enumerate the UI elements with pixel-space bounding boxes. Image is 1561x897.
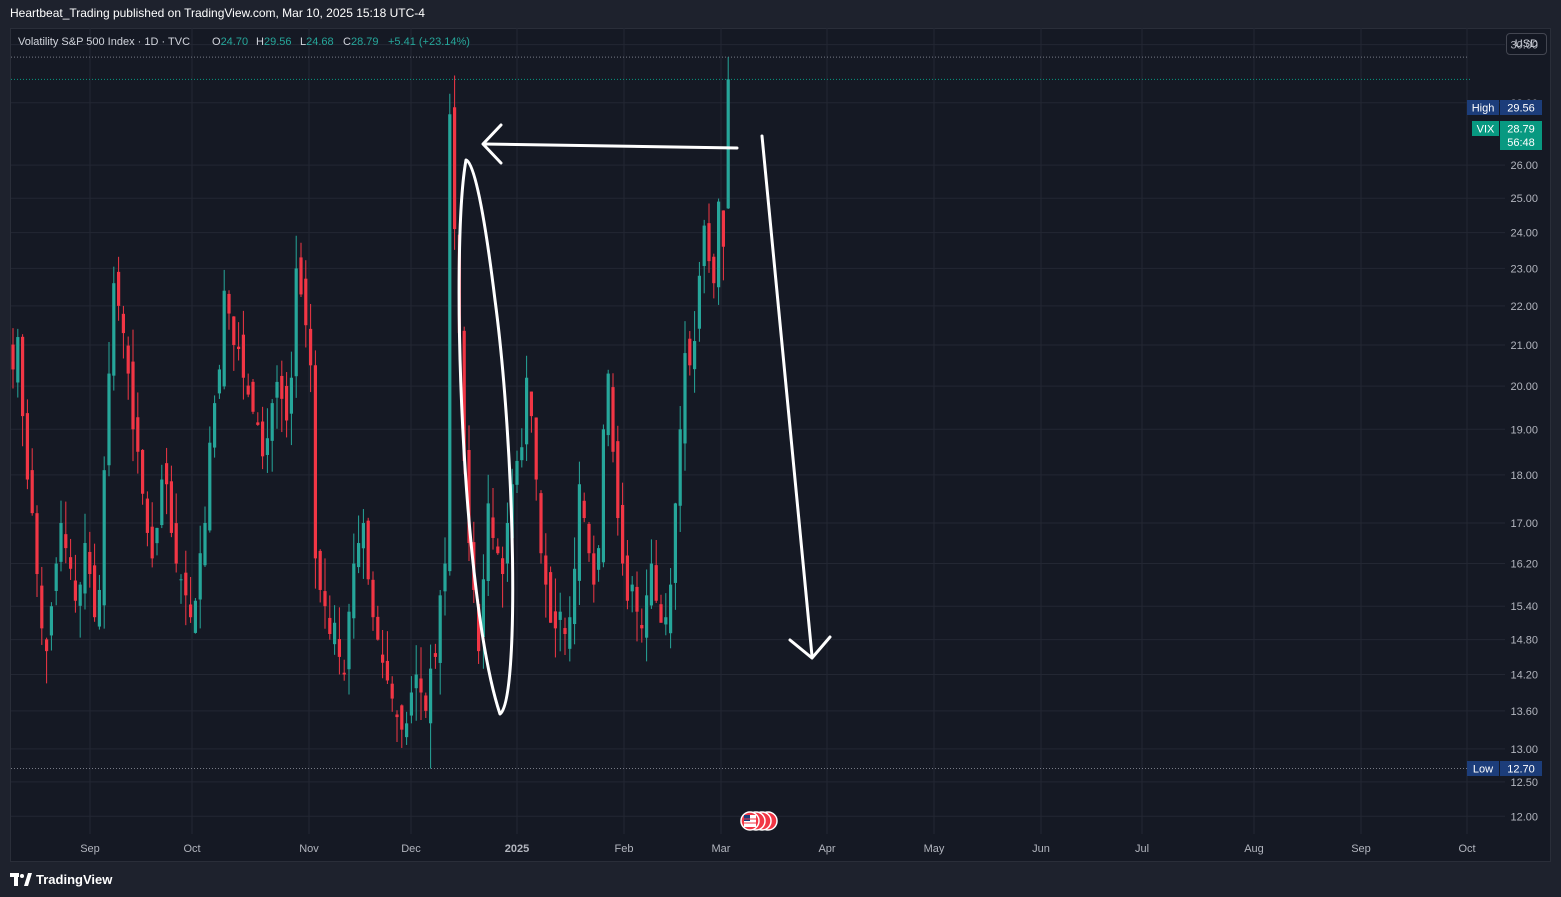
currency-button[interactable]: USD (1505, 33, 1547, 55)
publish-header: Heartbeat_Trading published on TradingVi… (10, 6, 425, 20)
footer: TradingView (10, 872, 112, 887)
tradingview-logo-icon (10, 872, 32, 886)
footer-brand: TradingView (36, 872, 113, 887)
chart-pane[interactable] (10, 28, 1551, 862)
